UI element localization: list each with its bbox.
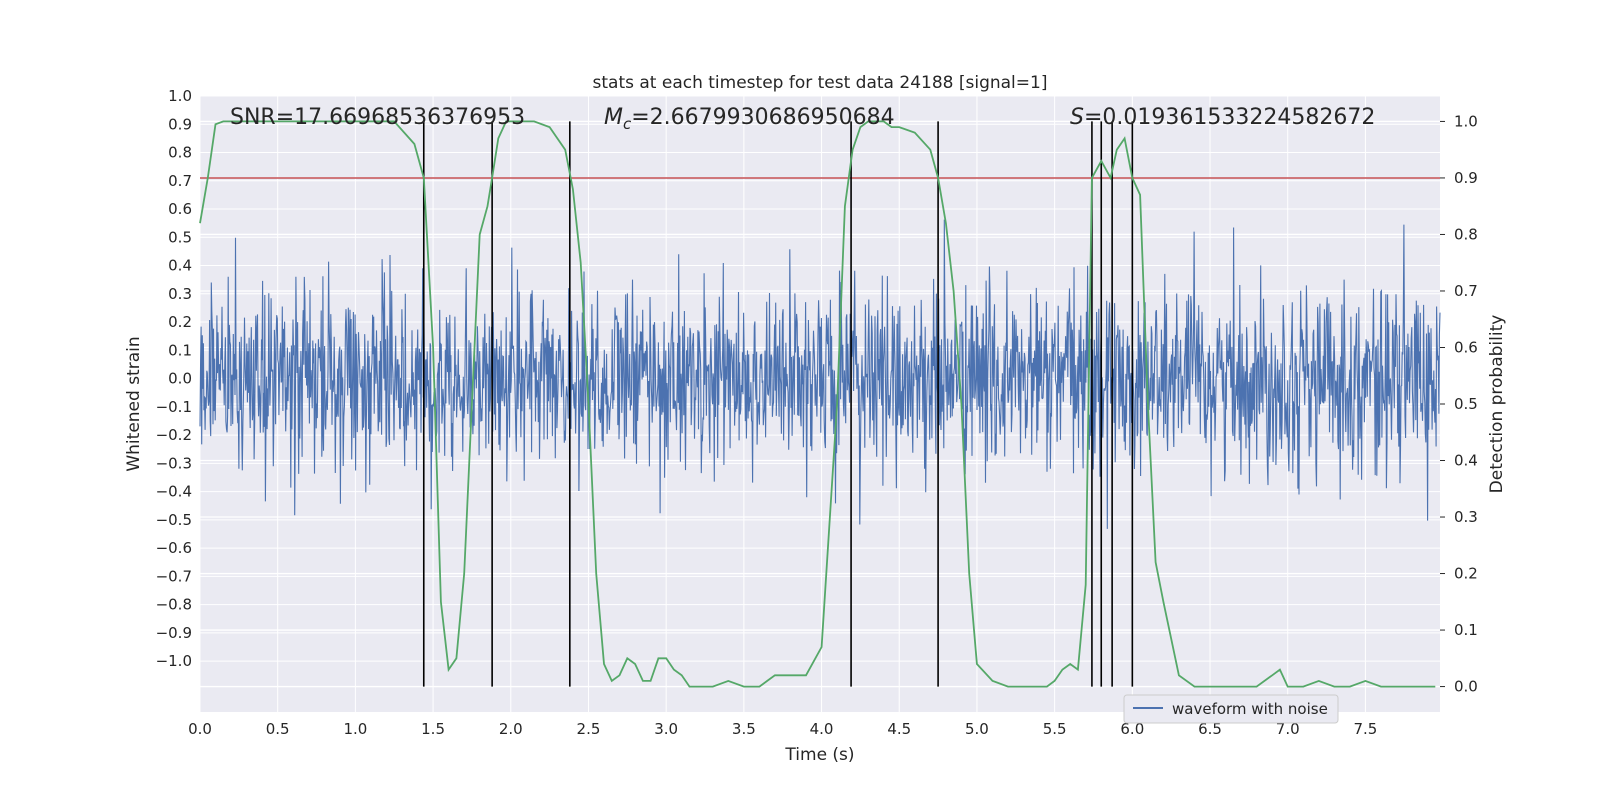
x-tick-label: 7.0 (1276, 720, 1300, 738)
y-tick-label: 0.2 (168, 313, 192, 331)
y-tick-label: 0.7 (168, 172, 192, 190)
legend-label: waveform with noise (1172, 700, 1328, 718)
chirp-mass-value: =2.6679930686950684 (631, 105, 894, 130)
s-value: =0.019361533224582672 (1084, 105, 1375, 130)
y2-tick-label: 1.0 (1454, 112, 1478, 130)
x-tick-label: 2.5 (577, 720, 601, 738)
y-tick-label: 0.0 (168, 370, 192, 388)
y2-tick-label: 0.4 (1454, 452, 1478, 470)
x-tick-label: 4.5 (887, 720, 911, 738)
x-tick-label: 1.0 (343, 720, 367, 738)
chart-title: stats at each timestep for test data 241… (593, 73, 1048, 93)
y-tick-label: 0.1 (168, 341, 192, 359)
y2-tick-label: 0.8 (1454, 225, 1478, 243)
s-annotation: S=0.019361533224582672 (1070, 105, 1375, 130)
x-tick-label: 2.0 (499, 720, 523, 738)
y-tick-label: −0.8 (156, 596, 192, 614)
waveform-trace (199, 219, 1441, 529)
legend-box (1123, 694, 1339, 724)
x-tick-label: 0.5 (266, 720, 290, 738)
y-tick-label: 0.3 (168, 285, 192, 303)
x-tick-label: 3.0 (654, 720, 678, 738)
waveform-with-noise-series (199, 219, 1441, 529)
x-tick-label: 6.5 (1198, 720, 1222, 738)
y-tick-label: −0.7 (156, 567, 192, 585)
y-tick-label: 0.9 (168, 115, 192, 133)
legend: waveform with noise (1123, 694, 1339, 724)
snr-annotation: SNR=17.66968536376953 (230, 105, 525, 130)
y-tick-label: −0.4 (156, 483, 192, 501)
x-tick-label: 3.5 (732, 720, 756, 738)
s-symbol: S (1070, 105, 1084, 130)
detection-probability-series (199, 120, 1436, 688)
y-tick-label: 0.8 (168, 144, 192, 162)
y-axis-label: Whitened strain (124, 336, 144, 471)
chirp-mass-subscript: c (623, 115, 632, 133)
x-tick-label: 5.5 (1043, 720, 1067, 738)
y-tick-label: 0.5 (168, 228, 192, 246)
x-tick-label: 1.5 (421, 720, 445, 738)
y-tick-label: 0.4 (168, 257, 192, 275)
detection-boundary-lines (422, 121, 1134, 687)
y2-tick-label: 0.9 (1454, 169, 1478, 187)
y2-tick-label: 0.1 (1454, 621, 1478, 639)
y-tick-label: 1.0 (168, 87, 192, 105)
y-tick-label: −0.9 (156, 624, 192, 642)
chirp-mass-annotation: Mc=2.6679930686950684 (604, 105, 895, 133)
y2-tick-label: 0.3 (1454, 508, 1478, 526)
y-tick-label: −1.0 (156, 652, 192, 670)
y2-tick-label: 0.7 (1454, 282, 1478, 300)
x-tick-label: 0.0 (188, 720, 212, 738)
x-axis-label: Time (s) (784, 745, 854, 765)
y2-tick-label: 0.5 (1454, 395, 1478, 413)
y-tick-label: −0.1 (156, 398, 192, 416)
x-tick-label: 6.0 (1120, 720, 1144, 738)
y2-tick-label: 0.2 (1454, 565, 1478, 583)
y-tick-label: 0.6 (168, 200, 192, 218)
y-tick-label: −0.5 (156, 511, 192, 529)
x-axis-ticks: 0.0 0.5 1.0 1.5 2.0 2.5 3.0 3.5 4.0 4.5 5.0 5.5 6.0 6… (188, 720, 1377, 738)
x-tick-label: 4.0 (810, 720, 834, 738)
x-tick-label: 5.0 (965, 720, 989, 738)
y-tick-label: −0.3 (156, 454, 192, 472)
y-tick-label: −0.2 (156, 426, 192, 444)
chirp-mass-symbol: M (604, 105, 623, 130)
y-axis-ticks: 1.0 0.9 0.8 0.7 0.6 0.5 0.4 0.3 0.2 0.1 0.0 −0.1 −0.… (156, 87, 192, 670)
y2-axis-ticks: 1.0 0.9 0.8 0.7 0.6 0.5 0.4 0.3 0.2 0.1 0.0 (1440, 112, 1478, 696)
y2-tick-label: 0.0 (1454, 678, 1478, 696)
y2-axis-label: Detection probability (1487, 315, 1507, 494)
y2-tick-label: 0.6 (1454, 338, 1478, 356)
x-tick-label: 7.5 (1353, 720, 1377, 738)
y-tick-label: −0.6 (156, 539, 192, 557)
